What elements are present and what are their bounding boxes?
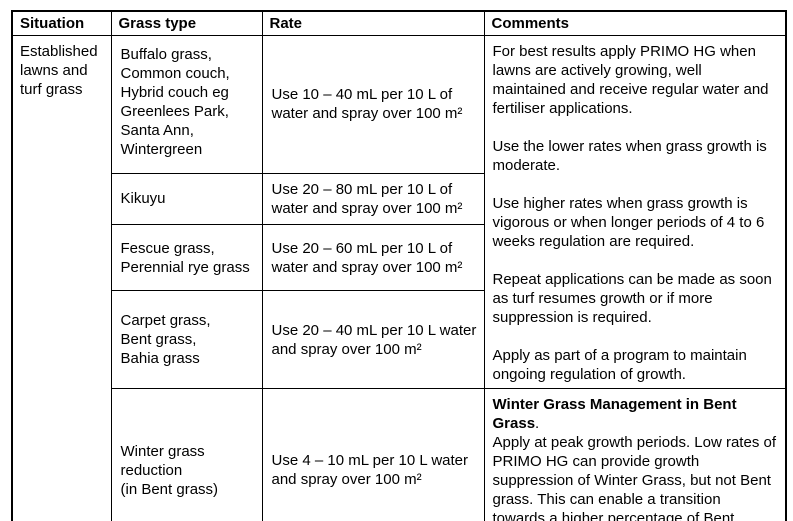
table-row: Established lawns and turf grass Buffalo… — [11, 35, 787, 521]
table-row: Kikuyu Use 20 – 80 mL per 10 L of water … — [12, 172, 786, 226]
rate-cell-winter-grass: Use 4 – 10 mL per 10 L water and spray o… — [261, 388, 485, 521]
grass-type-text: Kikuyu — [120, 190, 166, 208]
table-header-row: Situation Grass type Rate Comments — [11, 10, 787, 36]
rate-text: Use 20 – 40 mL per 10 L water and spray … — [271, 321, 477, 358]
comments-winter-heading-line: Winter Grass Management in Bent Grass. — [493, 395, 778, 433]
grass-type-cell-carpet: Carpet grass, Bent grass, Bahia grass — [110, 290, 263, 389]
table-row: Winter grass reduction (in Bent grass) U… — [12, 388, 787, 521]
grass-type-text: Fescue grass, Perennial rye grass — [120, 239, 250, 276]
comments-winter-body: Apply at peak growth periods. Low rates … — [492, 434, 777, 521]
rate-cell-carpet: Use 20 – 40 mL per 10 L water and spray … — [261, 290, 485, 389]
rate-text: Use 4 – 10 mL per 10 L water and spray o… — [271, 452, 469, 488]
comments-winter-heading-period: . — [535, 415, 540, 432]
comments-winter-heading: Winter Grass Management in Bent Grass — [492, 396, 737, 432]
grass-type-cell-kikuyu: Kikuyu — [110, 172, 263, 226]
rate-text: Use 10 – 40 mL per 10 L of water and spr… — [271, 86, 463, 123]
grass-type-cell-fescue: Fescue grass, Perennial rye grass — [110, 224, 263, 292]
comments-paragraph: For best results apply PRIMO HG when law… — [492, 43, 769, 117]
header-cell-situation: Situation — [11, 10, 112, 36]
grass-type-cell-buffalo: Buffalo grass, Common couch, Hybrid couc… — [110, 35, 263, 174]
rate-text: Use 20 – 80 mL per 10 L of water and spr… — [271, 180, 463, 217]
rate-text: Use 20 – 60 mL per 10 L of water and spr… — [271, 239, 463, 276]
rates-table: Situation Grass type Rate Comments Estab… — [11, 10, 787, 521]
table-row: Carpet grass, Bent grass, Bahia grass Us… — [12, 290, 786, 389]
comments-paragraph: Use the lower rates when grass growth is… — [492, 138, 767, 174]
grass-type-text: Winter grass reduction (in Bent grass) — [120, 442, 219, 498]
grass-type-text: Buffalo grass, Common couch, Hybrid couc… — [120, 46, 230, 158]
comments-paragraph: Apply as part of a program to maintain o… — [492, 347, 747, 383]
rate-cell-fescue: Use 20 – 60 mL per 10 L of water and spr… — [261, 224, 485, 292]
grass-type-text: Carpet grass, Bent grass, Bahia grass — [120, 312, 211, 368]
grass-type-cell-winter-grass: Winter grass reduction (in Bent grass) — [110, 388, 263, 521]
header-cell-comments: Comments — [483, 10, 787, 36]
situation-text: Established lawns and turf grass — [20, 43, 98, 98]
rate-cell-buffalo: Use 10 – 40 mL per 10 L of water and spr… — [261, 35, 485, 174]
comments-paragraph: Repeat applications can be made as soon … — [492, 271, 772, 326]
table-row: Fescue grass, Perennial rye grass Use 20… — [12, 224, 786, 292]
rate-cell-kikuyu: Use 20 – 80 mL per 10 L of water and spr… — [261, 172, 485, 226]
comments-cell-winter-grass: Winter Grass Management in Bent Grass. A… — [483, 388, 787, 521]
header-cell-rate: Rate — [261, 10, 485, 36]
header-cell-grass-type: Grass type — [110, 10, 263, 36]
comments-paragraph: Use higher rates when grass growth is vi… — [492, 195, 765, 250]
situation-cell: Established lawns and turf grass — [11, 35, 112, 521]
comments-cell-main: For best results apply PRIMO HG when law… — [483, 35, 787, 389]
